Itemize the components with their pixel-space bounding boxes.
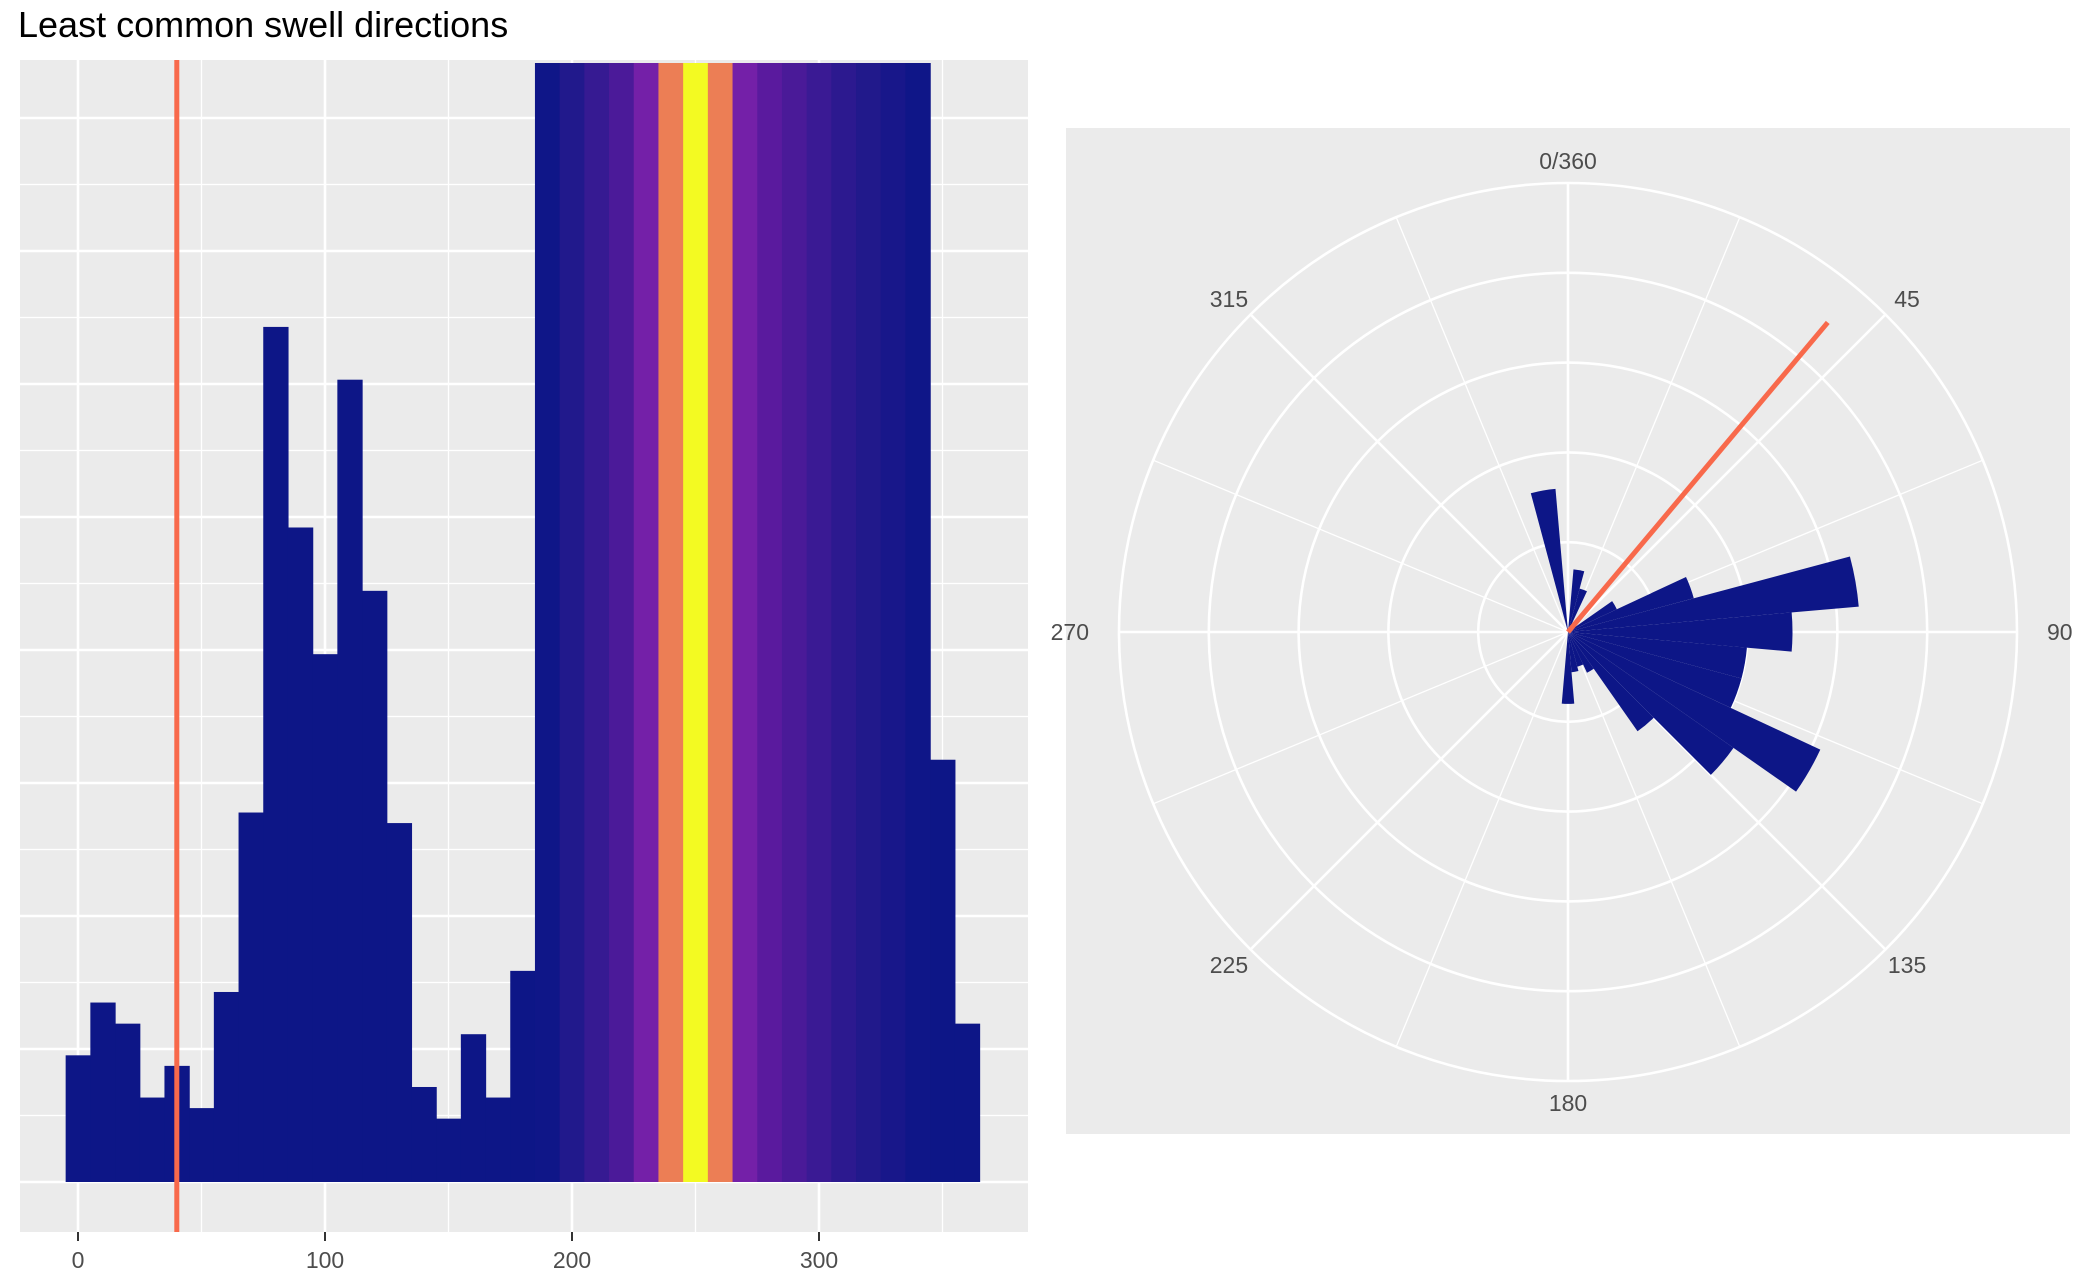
rose-wedge xyxy=(1568,632,1742,708)
x-tick-label: 100 xyxy=(306,1247,344,1273)
minor-spoke xyxy=(1567,631,1741,1048)
rose-wedge xyxy=(1568,612,1793,652)
histogram-bar xyxy=(831,63,857,1182)
rose-wedge xyxy=(1568,632,1821,792)
theta-label: 0/360 xyxy=(1539,148,1597,174)
histogram-bar xyxy=(213,991,240,1182)
theta-label: 315 xyxy=(1210,286,1248,312)
histogram-bar xyxy=(65,1055,91,1182)
histogram-bar xyxy=(683,63,709,1182)
histogram-bar xyxy=(362,590,388,1182)
histogram-bar xyxy=(559,63,585,1182)
x-tick-label: 300 xyxy=(800,1247,838,1273)
histogram-bar xyxy=(880,63,907,1182)
rose-wedge xyxy=(1568,556,1859,632)
histogram-bar xyxy=(386,823,413,1182)
histogram-bar xyxy=(609,63,635,1182)
minor-spoke xyxy=(1395,216,1569,633)
histogram-bar xyxy=(90,1002,116,1182)
theta-label: 90 xyxy=(2047,619,2073,645)
histogram-bar xyxy=(139,1097,166,1182)
rose-wedge xyxy=(1568,588,1587,632)
polar-rose-chart: 0/360 45 90 135 180 225 270 315 xyxy=(1051,128,2073,1134)
histogram-bar xyxy=(806,63,832,1182)
marker-line xyxy=(1566,320,1830,634)
histogram-bar xyxy=(856,63,882,1182)
rose-wedge xyxy=(1530,488,1568,632)
minor-spoke xyxy=(1152,631,1569,805)
theta-label: 225 xyxy=(1210,952,1248,978)
histogram-chart: 0 100 200 300 xyxy=(20,60,1028,1273)
histogram-bar xyxy=(707,63,734,1182)
x-tick-label: 0 xyxy=(72,1247,85,1273)
rose-wedge xyxy=(1568,601,1617,632)
radial-gridline xyxy=(1297,361,1839,903)
histogram-bar xyxy=(584,63,610,1182)
histogram-bar xyxy=(534,63,561,1182)
histogram-bar xyxy=(510,970,536,1182)
rose-wedge xyxy=(1568,632,1594,673)
histogram-bar xyxy=(757,63,783,1182)
rose-wedge xyxy=(1568,632,1747,679)
histogram-bar xyxy=(189,1108,215,1182)
theta-label: 180 xyxy=(1549,1090,1587,1116)
histogram-bar xyxy=(312,654,338,1182)
chart-title: Least common swell directions xyxy=(18,4,509,45)
major-spoke xyxy=(1567,313,1887,633)
histogram-bar xyxy=(905,63,931,1182)
histogram-bar xyxy=(633,63,660,1182)
histogram-bar xyxy=(930,759,956,1182)
histogram-bar xyxy=(485,1097,511,1182)
major-spoke xyxy=(1249,313,1569,633)
histogram-bar xyxy=(411,1086,437,1182)
rose-wedge xyxy=(1568,632,1584,667)
histogram-bar xyxy=(954,1023,981,1182)
minor-spoke xyxy=(1152,459,1569,633)
theta-label: 45 xyxy=(1894,286,1920,312)
rose-wedge xyxy=(1568,632,1579,673)
radial-gridline xyxy=(1117,181,2019,1083)
histogram-bar xyxy=(436,1118,462,1182)
histogram-bar xyxy=(732,63,758,1182)
rose-wedge xyxy=(1561,632,1575,704)
minor-spoke xyxy=(1395,631,1569,1048)
major-spoke xyxy=(1249,631,1569,951)
histogram-bar xyxy=(781,63,808,1182)
minor-spoke xyxy=(1567,216,1741,633)
histogram-bar xyxy=(460,1034,487,1182)
histogram-bar xyxy=(263,326,289,1182)
histogram-bar xyxy=(658,63,684,1182)
rose-wedge xyxy=(1568,632,1734,775)
rose-wedge xyxy=(1568,576,1694,632)
histogram-bar xyxy=(287,527,314,1182)
rose-wedge xyxy=(1568,632,1654,732)
histogram-bar xyxy=(337,379,363,1182)
theta-label: 270 xyxy=(1051,619,1089,645)
radial-gridline xyxy=(1207,271,1929,993)
theta-label: 135 xyxy=(1888,952,1926,978)
rose-wedge xyxy=(1568,569,1585,632)
histogram-bar xyxy=(115,1023,141,1182)
x-tick-label: 200 xyxy=(553,1247,591,1273)
histogram-bar xyxy=(238,812,264,1182)
